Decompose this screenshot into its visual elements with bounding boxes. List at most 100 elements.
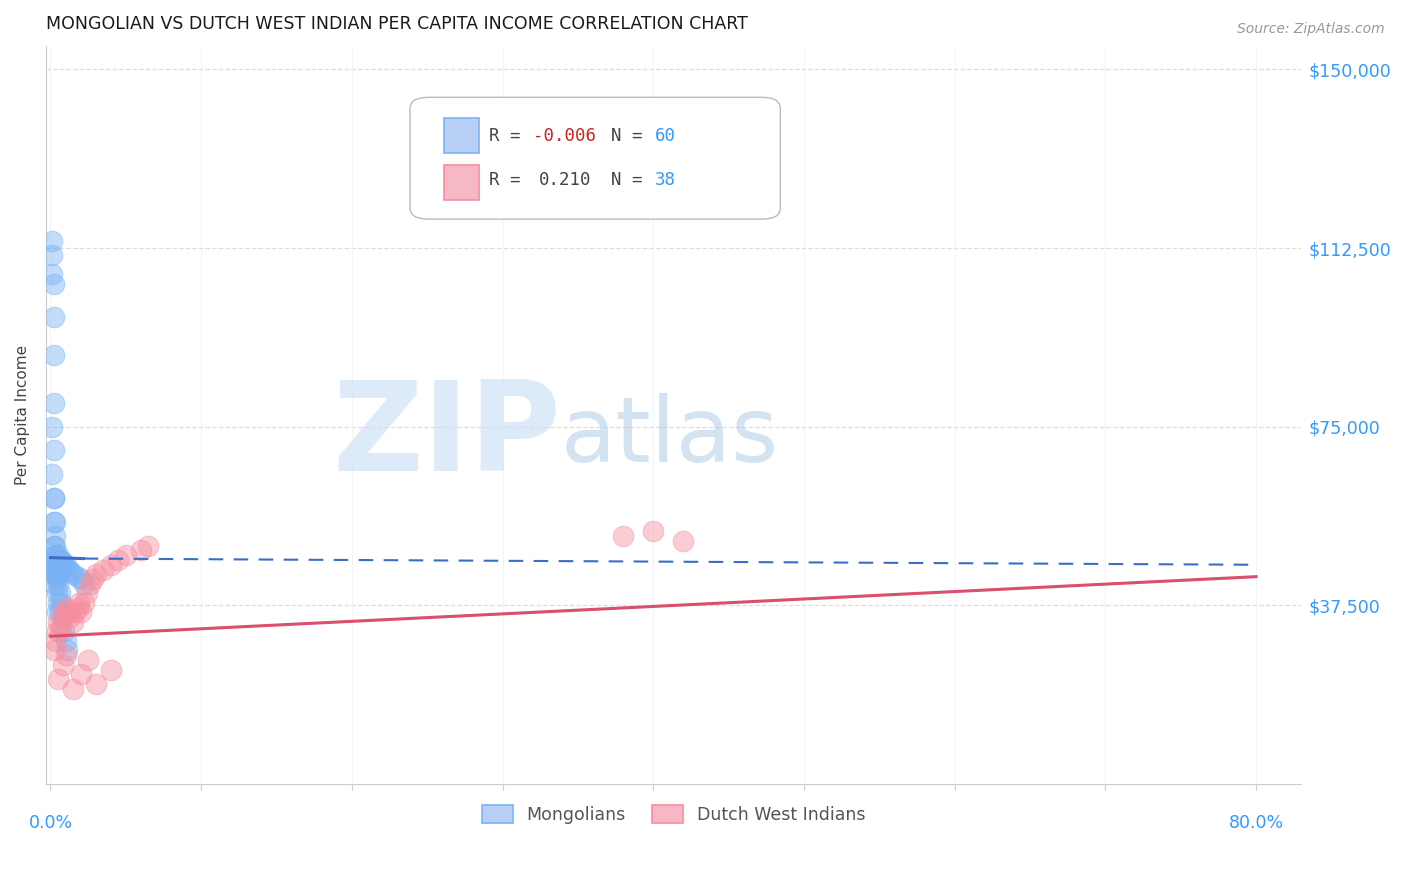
- Point: [76, 586, 98, 600]
- Point: [48, 586, 70, 600]
- Point: [42, 515, 65, 529]
- Point: [46, 615, 69, 629]
- Text: R =: R =: [489, 171, 531, 189]
- Point: [42, 277, 65, 291]
- Text: N =: N =: [610, 128, 652, 145]
- Point: [91, 562, 114, 576]
- Point: [49, 558, 72, 572]
- Point: [42, 643, 65, 657]
- Text: R =: R =: [489, 128, 531, 145]
- Point: [53, 558, 76, 572]
- Point: [62, 615, 84, 629]
- FancyBboxPatch shape: [411, 97, 780, 219]
- Text: 0.210: 0.210: [540, 171, 592, 189]
- Point: [44, 548, 66, 562]
- Point: [72, 596, 94, 610]
- Point: [66, 570, 89, 584]
- Point: [59, 565, 82, 579]
- Point: [100, 663, 122, 677]
- Point: [59, 610, 82, 624]
- Point: [51, 560, 73, 574]
- Point: [45, 572, 67, 586]
- Point: [53, 606, 76, 620]
- Point: [48, 624, 70, 639]
- Point: [45, 624, 67, 639]
- Y-axis label: Per Capita Income: Per Capita Income: [15, 344, 30, 485]
- Point: [46, 672, 69, 686]
- Point: [100, 558, 122, 572]
- Point: [49, 553, 72, 567]
- Point: [643, 524, 665, 539]
- Point: [46, 555, 69, 569]
- Legend: Mongolians, Dutch West Indians: Mongolians, Dutch West Indians: [475, 797, 873, 830]
- Point: [42, 443, 65, 458]
- Text: 60: 60: [655, 128, 676, 145]
- Point: [51, 657, 73, 672]
- Point: [42, 491, 65, 505]
- Point: [51, 610, 73, 624]
- Point: [44, 529, 66, 543]
- Text: Source: ZipAtlas.com: Source: ZipAtlas.com: [1237, 22, 1385, 37]
- Point: [42, 396, 65, 410]
- Point: [48, 553, 70, 567]
- Point: [69, 667, 91, 681]
- Text: N =: N =: [610, 171, 652, 189]
- Point: [44, 548, 66, 562]
- Point: [48, 558, 70, 572]
- Point: [69, 572, 91, 586]
- Point: [44, 567, 66, 582]
- FancyBboxPatch shape: [444, 165, 479, 200]
- Point: [58, 562, 80, 576]
- Point: [44, 553, 66, 567]
- Text: 38: 38: [655, 171, 676, 189]
- Text: MONGOLIAN VS DUTCH WEST INDIAN PER CAPITA INCOME CORRELATION CHART: MONGOLIAN VS DUTCH WEST INDIAN PER CAPIT…: [46, 15, 748, 33]
- Point: [41, 234, 63, 248]
- Point: [69, 606, 91, 620]
- Text: 80.0%: 80.0%: [1229, 814, 1284, 832]
- Point: [53, 624, 76, 639]
- Point: [51, 610, 73, 624]
- Point: [84, 567, 107, 582]
- Point: [66, 600, 89, 615]
- Point: [44, 634, 66, 648]
- Point: [41, 419, 63, 434]
- Point: [77, 653, 100, 667]
- Point: [42, 577, 65, 591]
- Point: [46, 548, 69, 562]
- Point: [67, 596, 90, 610]
- Text: 0.0%: 0.0%: [28, 814, 73, 832]
- Point: [62, 567, 84, 582]
- Point: [44, 515, 66, 529]
- Point: [672, 533, 695, 548]
- Point: [63, 606, 86, 620]
- Point: [612, 529, 634, 543]
- Point: [46, 596, 69, 610]
- Point: [55, 634, 77, 648]
- Point: [45, 562, 67, 576]
- FancyBboxPatch shape: [444, 118, 479, 153]
- Point: [44, 555, 66, 569]
- Text: atlas: atlas: [561, 392, 779, 481]
- Point: [82, 572, 104, 586]
- Point: [138, 539, 160, 553]
- Point: [45, 567, 67, 582]
- Point: [56, 643, 79, 657]
- Point: [107, 553, 129, 567]
- Point: [129, 543, 152, 558]
- Text: -0.006: -0.006: [533, 128, 596, 145]
- Point: [45, 570, 67, 584]
- Point: [44, 560, 66, 574]
- Point: [42, 491, 65, 505]
- Point: [42, 310, 65, 325]
- Point: [46, 577, 69, 591]
- Point: [44, 558, 66, 572]
- Point: [44, 539, 66, 553]
- Point: [49, 596, 72, 610]
- Point: [72, 577, 94, 591]
- Point: [115, 548, 138, 562]
- Point: [58, 606, 80, 620]
- Point: [55, 558, 77, 572]
- Point: [41, 248, 63, 262]
- Point: [45, 586, 67, 600]
- Point: [62, 681, 84, 696]
